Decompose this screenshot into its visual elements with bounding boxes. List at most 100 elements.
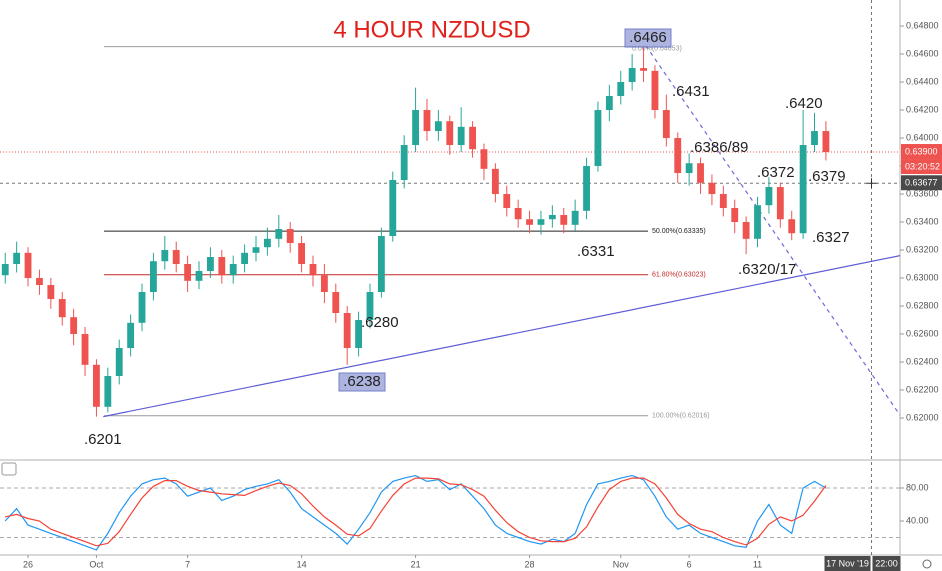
candle-body — [617, 82, 625, 97]
crosshair-cursor — [866, 178, 877, 189]
candle-body — [47, 285, 55, 300]
candle-body — [377, 236, 385, 293]
candle-body — [583, 166, 590, 211]
annotation: .6201 — [84, 431, 122, 448]
candle-body — [389, 180, 397, 237]
candle-body — [70, 317, 78, 335]
x-tick-label: Oct — [89, 559, 104, 569]
y-tick-label: 0.63000 — [906, 272, 939, 282]
annotation: .6280 — [361, 314, 399, 331]
countdown: 03:20:52 — [905, 161, 940, 171]
y-tick-label: 0.62400 — [906, 356, 939, 366]
annotation: .6320/17 — [738, 261, 796, 278]
candle-body — [560, 215, 568, 225]
stochastic-line — [5, 477, 827, 547]
candle-body — [708, 182, 716, 195]
candle-body — [366, 292, 374, 321]
candle-body — [480, 149, 488, 169]
annotation: .6372 — [757, 164, 795, 181]
y-tick-label: 0.64000 — [906, 132, 939, 142]
candle-body — [594, 110, 602, 167]
y-tick-label: 0.64600 — [906, 48, 939, 58]
y-tick-label: 80.00 — [906, 482, 929, 492]
candle-body — [719, 194, 727, 209]
candle-body — [822, 131, 830, 153]
trendline — [103, 255, 901, 418]
countdown-tag — [901, 159, 942, 175]
candle-body — [754, 205, 761, 239]
x-tick-label: 7 — [185, 559, 190, 569]
candle-body — [24, 252, 32, 279]
candle-body — [115, 348, 123, 377]
y-tick-label: 0.63200 — [906, 244, 939, 254]
candle-body — [206, 257, 214, 272]
annotation: .6331 — [577, 243, 615, 260]
annotation-box — [338, 372, 386, 392]
x-tick-label: 28 — [525, 559, 535, 569]
candle-body — [423, 110, 431, 132]
annotation: .6386/89 — [690, 139, 748, 156]
candle-body — [298, 243, 306, 265]
crosshair-time: 22:00 — [875, 558, 898, 568]
trendline — [645, 45, 901, 416]
candle-body — [685, 163, 693, 174]
y-tick-label: 0.64200 — [906, 104, 939, 114]
candle-body — [104, 376, 112, 407]
crosshair-time-tag — [872, 556, 901, 571]
candle-body — [229, 264, 237, 276]
candle-body — [514, 208, 522, 220]
crosshair-price-tag — [901, 175, 942, 191]
candle-body — [412, 110, 419, 146]
last-price-tag — [901, 144, 942, 160]
y-tick-label: 0.64400 — [906, 76, 939, 86]
candle-body — [674, 138, 682, 174]
y-tick-label: 40.00 — [906, 515, 929, 525]
candle-body — [127, 322, 135, 349]
stochastic-line — [4, 474, 827, 551]
annotation: .6466 — [629, 29, 667, 46]
fib-label: 100.00%(0.62016) — [652, 413, 710, 420]
y-tick-label: 0.62200 — [906, 384, 939, 394]
candle-body — [662, 110, 670, 139]
candle-body — [263, 238, 271, 248]
candle-body — [548, 215, 556, 220]
candle-body — [526, 219, 533, 225]
annotation: .6379 — [808, 168, 846, 185]
candle-body — [320, 275, 328, 293]
fib-label: 61.80%(0.63023) — [652, 272, 706, 279]
annotation: .6431 — [672, 83, 710, 100]
candle-body — [184, 264, 192, 281]
x-tick-label: 11 — [753, 559, 762, 569]
candle-body — [776, 187, 784, 220]
x-tick-label: 21 — [411, 559, 421, 569]
candle-body — [332, 292, 340, 314]
x-tick-label: 6 — [687, 559, 692, 569]
crosshair-date-tag — [824, 556, 871, 571]
candle-body — [241, 252, 249, 265]
x-tick-label: 26 — [23, 559, 33, 569]
candle-body — [138, 292, 146, 323]
candle-body — [36, 278, 43, 286]
indicator-toggle[interactable] — [1, 462, 17, 476]
candle-body — [275, 229, 283, 239]
candle-body — [252, 247, 260, 253]
candle-body — [605, 96, 613, 111]
annotation: .6238 — [343, 373, 381, 390]
candle-body — [491, 168, 499, 195]
candle-body — [309, 264, 317, 276]
x-tick-label: Nov — [613, 559, 630, 569]
candle-body — [58, 299, 66, 318]
y-tick-label: 0.64800 — [906, 20, 939, 30]
candle-body — [218, 257, 226, 276]
candle-body — [93, 364, 100, 407]
candle-body — [799, 145, 807, 234]
y-tick-label: 0.62600 — [906, 328, 939, 338]
candle-body — [469, 126, 476, 150]
settings-icon[interactable] — [922, 559, 932, 569]
candle-body — [765, 187, 773, 206]
y-tick-label: 0.62800 — [906, 300, 939, 310]
y-tick-label: 0.62000 — [906, 412, 939, 422]
y-tick-label: 0.63400 — [906, 216, 939, 226]
candle-body — [343, 313, 351, 349]
